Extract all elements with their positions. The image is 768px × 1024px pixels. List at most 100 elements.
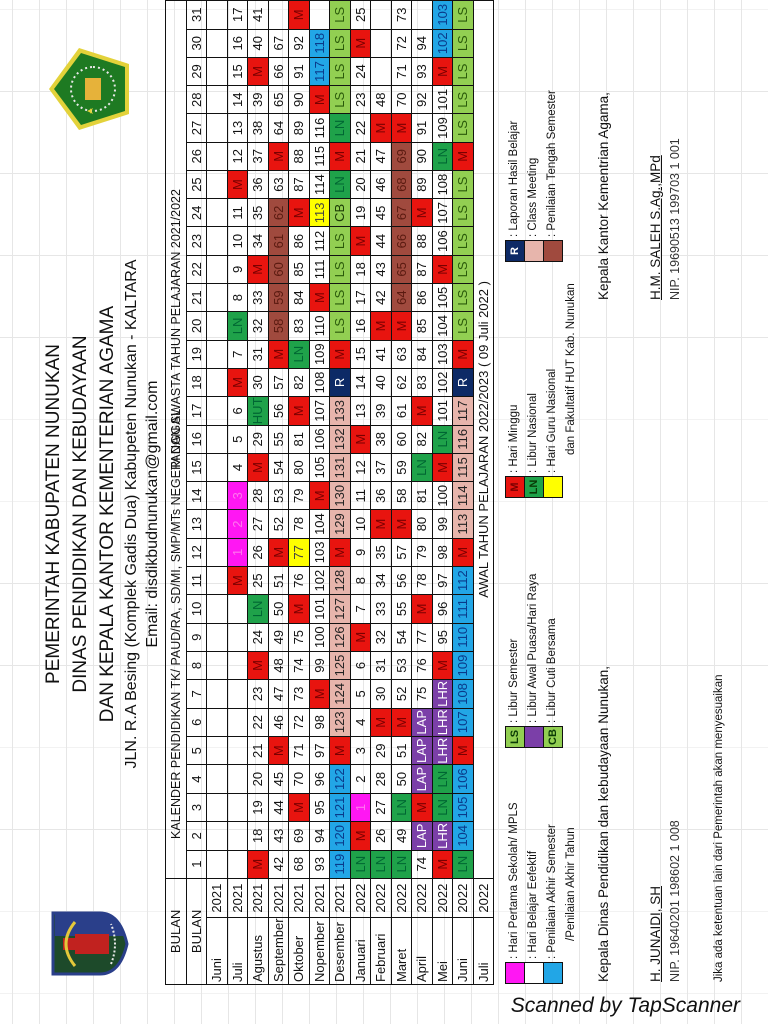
day-cell [206,850,227,879]
day-cell: 65 [268,85,289,114]
legend-label: : Libur Nasional [527,393,539,473]
month-name: Juli [227,917,248,985]
day-cell: 28 [247,481,268,510]
day-cell: 92 [288,29,309,58]
day-cell: M [268,736,289,765]
signature-left-title: Kepala Dinas Pendidikan dan kebudayaan N… [596,666,611,982]
day-cell: 130 [329,481,350,510]
day-header-23: 23 [186,226,207,256]
month-name: Juli [473,917,494,985]
day-cell: M [411,396,432,426]
day-cell: 95 [309,793,330,822]
day-cell: M [227,566,248,595]
day-header-4: 4 [186,764,207,794]
day-cell: M [350,821,371,851]
day-cell: 86 [411,283,432,312]
month-name: Februari [370,917,391,985]
legend-label: : Class Meeting [527,157,539,237]
day-cell: LS [452,170,473,199]
day-cell: M [309,481,330,510]
day-cell: 19 [350,198,371,227]
day-cell: 38 [370,425,391,454]
day-cell: 31 [370,651,391,680]
day-cell [227,764,248,794]
day-cell: M [288,0,309,30]
day-cell: LAP [411,736,432,765]
day-cell: 58 [268,311,289,341]
day-cell: 71 [288,736,309,765]
day-cell: LHR [432,708,453,737]
day-cell [411,0,432,30]
day-cell [206,736,227,765]
day-cell: 59 [268,283,289,312]
day-cell: 24 [350,57,371,86]
day-cell: 19 [247,793,268,822]
day-cell: LN [411,453,432,482]
day-cell: 125 [329,651,350,680]
day-cell [206,538,227,567]
day-cell: 78 [288,509,309,539]
legend-label-extra: dan Fakultatif HUT Kab. Nunukan [565,283,577,455]
month-year: 2022 [432,878,453,918]
signature-left-nip: NIP. 19640201 198602 1 008 [668,820,682,982]
table-row-oktober-2021: Oktober 2021 68 69 M 70 71 72 73 74 75 M 76 77 78 79 80 8… [288,0,309,985]
day-cell: 52 [268,509,289,539]
day-cell: M [247,651,268,680]
day-cell: M [452,538,473,567]
month-year: 2022 [452,878,473,918]
day-cell: LN [227,311,248,341]
legend-label: : Libur Cuti Bersama [546,618,558,723]
day-cell: 23 [350,85,371,114]
day-cell: 122 [329,764,350,794]
day-cell: 17 [227,0,248,30]
day-cell: 29 [247,425,268,454]
day-cell: 72 [391,29,412,58]
day-cell: 4 [350,708,371,737]
legend-swatch [525,727,544,747]
day-header-27: 27 [186,113,207,143]
day-cell: 8 [350,566,371,595]
month-name: Januari [350,917,371,985]
day-cell: 53 [391,651,412,680]
month-name: Oktober [288,917,309,985]
day-cell: 88 [411,226,432,256]
day-cell [206,594,227,624]
day-cell: LN [288,340,309,369]
day-cell: 40 [370,368,391,397]
day-cell [206,708,227,737]
day-cell: 61 [391,396,412,426]
day-cell: 91 [288,57,309,86]
day-cell: M [370,509,391,539]
day-cell: 73 [288,679,309,709]
day-cell: 7 [350,594,371,624]
legend-label: : Hari Pertama Sekolah/ MPLS [508,802,520,959]
day-cell: 48 [370,85,391,114]
day-cell [206,340,227,369]
day-cell: 117 [309,57,330,86]
day-cell: 20 [350,170,371,199]
day-cell: 32 [247,311,268,341]
day-cell: LS [452,85,473,114]
table-row-mei-2022: Mei 2022 M LHR LN LN LHR LHR LHR M 95 96 97 98 99 100 M L… [432,0,453,985]
table-row-september-2021: September 2021 42 43 44 45 M 46 47 48 49 50 51 M 52 53 5… [268,0,289,985]
footnote: Jika ada ketentuan lain dari Pemerintah … [713,674,725,983]
day-cell: 58 [391,481,412,510]
day-cell: 67 [391,198,412,227]
day-cell: M [227,170,248,199]
day-cell: 28 [370,764,391,794]
day-cell [206,113,227,143]
day-cell: 131 [329,453,350,482]
day-cell: 40 [247,29,268,58]
day-cell: LHR [432,736,453,765]
day-cell [206,764,227,794]
day-cell: 108 [432,170,453,199]
month-year: 2021 [329,878,350,918]
day-cell: 89 [411,170,432,199]
day-cell: 39 [370,396,391,426]
day-cell: LS [329,29,350,58]
day-cell: M [350,425,371,454]
day-header-14: 14 [186,481,207,510]
day-header-24: 24 [186,198,207,227]
day-cell [370,0,391,30]
